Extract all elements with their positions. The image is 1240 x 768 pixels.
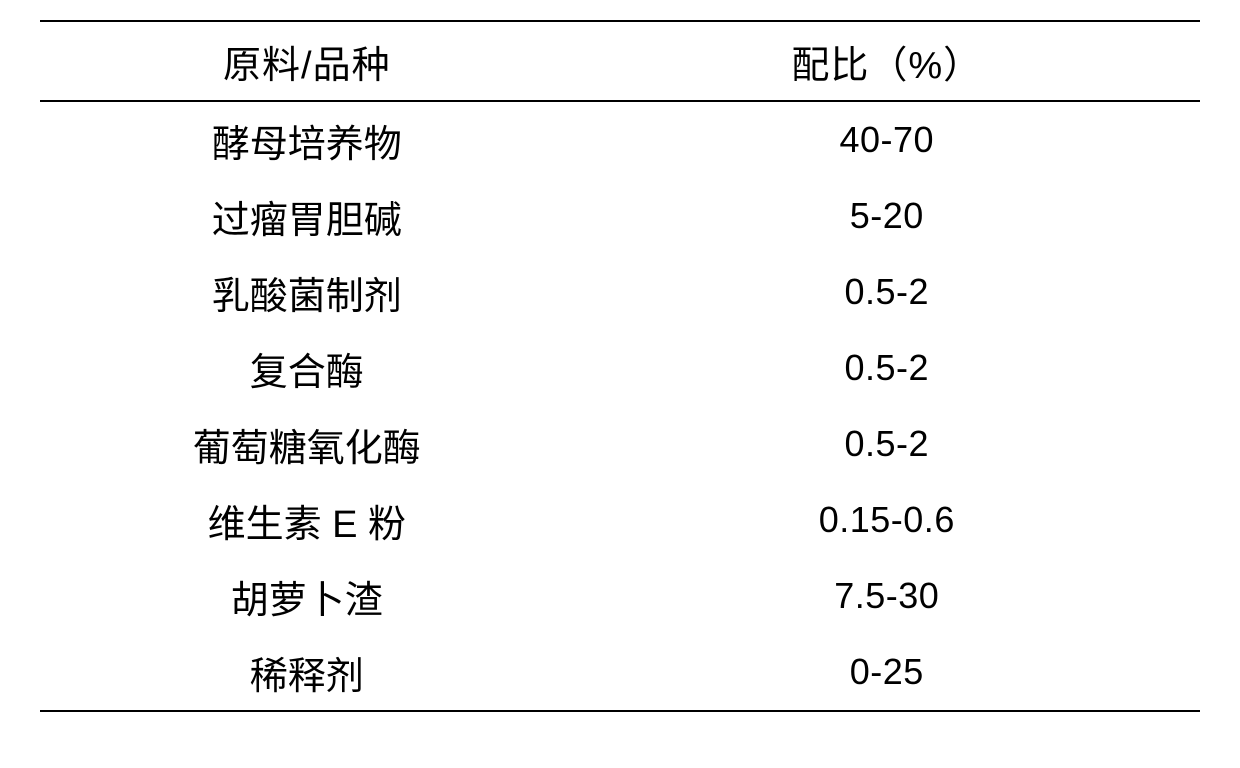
material-cell: 乳酸菌制剂 [40, 254, 574, 330]
table-row: 乳酸菌制剂 0.5-2 [40, 254, 1200, 330]
ratio-cell: 0.5-2 [574, 254, 1200, 330]
ratio-cell: 0.5-2 [574, 406, 1200, 482]
table-row: 酵母培养物 40-70 [40, 101, 1200, 178]
material-cell: 葡萄糖氧化酶 [40, 406, 574, 482]
ratio-cell: 7.5-30 [574, 558, 1200, 634]
table-row: 稀释剂 0-25 [40, 634, 1200, 711]
material-cell: 稀释剂 [40, 634, 574, 711]
table-row: 复合酶 0.5-2 [40, 330, 1200, 406]
column-header-material: 原料/品种 [40, 21, 574, 101]
table-row: 葡萄糖氧化酶 0.5-2 [40, 406, 1200, 482]
table-row: 胡萝卜渣 7.5-30 [40, 558, 1200, 634]
ratio-cell: 0.5-2 [574, 330, 1200, 406]
material-cell: 过瘤胃胆碱 [40, 178, 574, 254]
table-row: 过瘤胃胆碱 5-20 [40, 178, 1200, 254]
ratio-cell: 0.15-0.6 [574, 482, 1200, 558]
ratio-cell: 40-70 [574, 101, 1200, 178]
material-cell: 复合酶 [40, 330, 574, 406]
material-cell: 胡萝卜渣 [40, 558, 574, 634]
ratio-cell: 0-25 [574, 634, 1200, 711]
table-row: 维生素 E 粉 0.15-0.6 [40, 482, 1200, 558]
ratio-cell: 5-20 [574, 178, 1200, 254]
material-cell: 酵母培养物 [40, 101, 574, 178]
composition-table-container: 原料/品种 配比（%） 酵母培养物 40-70 过瘤胃胆碱 5-20 乳酸菌制剂… [0, 0, 1240, 742]
column-header-ratio: 配比（%） [574, 21, 1200, 101]
composition-table: 原料/品种 配比（%） 酵母培养物 40-70 过瘤胃胆碱 5-20 乳酸菌制剂… [40, 20, 1200, 712]
material-cell: 维生素 E 粉 [40, 482, 574, 558]
table-header-row: 原料/品种 配比（%） [40, 21, 1200, 101]
